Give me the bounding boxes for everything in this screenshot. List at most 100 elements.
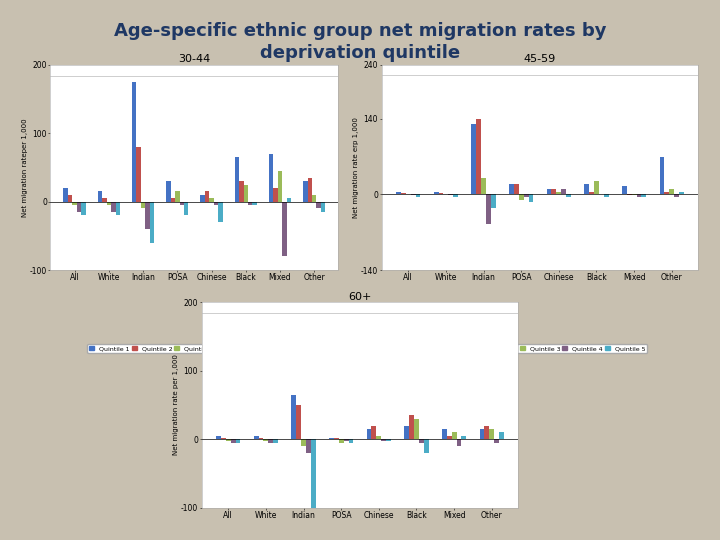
Bar xyxy=(447,436,451,439)
Bar xyxy=(316,201,321,208)
Bar xyxy=(278,171,282,201)
Bar xyxy=(292,395,296,439)
Bar xyxy=(622,186,627,194)
Bar xyxy=(107,201,111,205)
Bar xyxy=(494,439,499,443)
Bar xyxy=(269,154,274,201)
Bar xyxy=(301,439,306,446)
Bar xyxy=(552,189,557,194)
Bar xyxy=(115,201,120,215)
Bar xyxy=(480,429,485,439)
Bar xyxy=(200,195,204,201)
Bar xyxy=(274,188,278,201)
Bar xyxy=(273,439,278,443)
Bar xyxy=(287,198,291,201)
Bar xyxy=(442,429,447,439)
Bar xyxy=(472,124,476,194)
Bar xyxy=(296,405,301,439)
Title: 45-59: 45-59 xyxy=(524,54,556,64)
Bar xyxy=(419,439,424,443)
Bar xyxy=(366,429,372,439)
Bar xyxy=(485,426,490,439)
Legend: Quintile 1, Quintile 2, Quintile 3, Quintile 4, Quintile 5: Quintile 1, Quintile 2, Quintile 3, Quin… xyxy=(433,344,647,353)
Bar xyxy=(674,194,679,197)
Bar xyxy=(665,192,670,194)
Bar xyxy=(523,194,528,197)
Bar xyxy=(566,194,571,197)
Bar xyxy=(557,192,562,194)
Bar xyxy=(372,426,377,439)
Bar xyxy=(490,429,494,439)
Bar xyxy=(141,201,145,208)
Bar xyxy=(63,188,68,201)
Bar xyxy=(248,201,253,205)
Bar xyxy=(509,184,514,194)
Bar xyxy=(239,181,243,201)
Legend: Quintile 1, Quintile 2, Quintile 3, Quintile 4, Quintile 5: Quintile 1, Quintile 2, Quintile 3, Quin… xyxy=(87,344,302,353)
Bar xyxy=(396,192,401,194)
Bar xyxy=(546,189,552,194)
Bar xyxy=(264,439,269,441)
Bar xyxy=(282,201,287,256)
Bar xyxy=(589,192,594,194)
Bar xyxy=(679,192,684,194)
Bar xyxy=(382,439,386,441)
Bar xyxy=(486,194,491,224)
Bar xyxy=(311,439,316,508)
Y-axis label: Net migration rate erp 1,000: Net migration rate erp 1,000 xyxy=(354,117,359,218)
Text: Age-specific ethnic group net migration rates by
deprivation quintile: Age-specific ethnic group net migration … xyxy=(114,22,606,62)
Bar xyxy=(226,439,230,441)
Bar xyxy=(81,201,86,215)
Bar xyxy=(627,194,631,195)
Bar xyxy=(303,181,307,201)
Bar xyxy=(642,194,647,197)
Bar xyxy=(518,194,523,200)
Bar xyxy=(235,157,239,201)
Bar xyxy=(184,201,189,215)
Bar xyxy=(150,201,154,242)
Bar xyxy=(269,439,273,443)
Bar xyxy=(462,436,467,439)
Bar xyxy=(438,193,444,194)
Bar xyxy=(415,194,420,197)
Bar xyxy=(449,194,453,195)
Bar xyxy=(218,201,222,222)
Bar xyxy=(670,189,674,194)
Bar xyxy=(456,439,462,446)
Bar xyxy=(343,439,348,441)
Bar xyxy=(401,193,406,194)
Bar xyxy=(636,194,642,197)
Bar xyxy=(166,181,171,201)
Y-axis label: Net migration rateper 1,000: Net migration rateper 1,000 xyxy=(22,118,28,217)
Bar xyxy=(584,184,589,194)
Bar xyxy=(410,194,415,195)
Bar xyxy=(453,194,458,197)
Bar xyxy=(334,438,338,439)
Bar xyxy=(604,194,608,197)
Bar xyxy=(98,191,102,201)
Bar xyxy=(451,433,456,439)
Bar xyxy=(312,195,316,201)
Bar xyxy=(499,433,504,439)
Bar xyxy=(594,181,599,194)
Bar xyxy=(321,201,325,212)
Bar xyxy=(73,201,77,205)
Bar xyxy=(214,201,218,205)
Bar xyxy=(243,185,248,201)
Bar xyxy=(514,184,518,194)
Bar xyxy=(481,178,486,194)
Bar xyxy=(306,439,311,453)
Bar xyxy=(179,201,184,205)
Bar xyxy=(562,189,566,194)
Bar xyxy=(307,178,312,201)
Bar xyxy=(631,194,636,195)
Bar xyxy=(235,439,240,443)
Bar xyxy=(377,436,382,439)
Bar xyxy=(145,201,150,229)
Bar xyxy=(210,198,214,201)
Bar xyxy=(171,198,175,201)
Bar xyxy=(424,439,428,453)
Bar xyxy=(111,201,115,212)
Bar xyxy=(528,194,534,202)
Bar xyxy=(660,157,665,194)
